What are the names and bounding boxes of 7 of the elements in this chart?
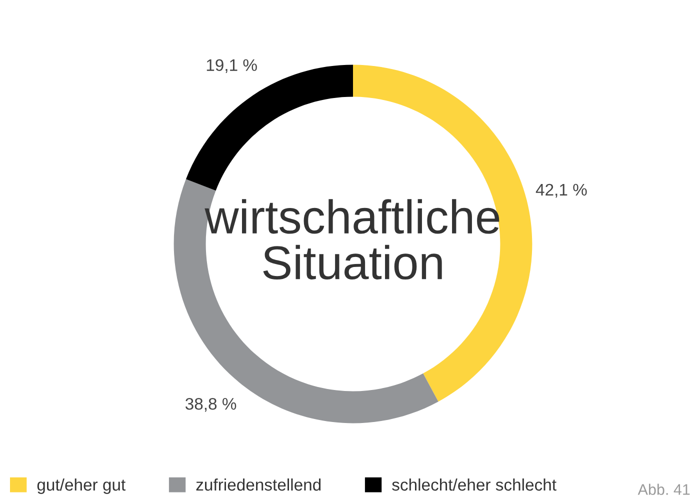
- data-label: 38,8 %: [185, 398, 236, 412]
- legend-label: zufriedenstellend: [196, 478, 321, 491]
- caption: Abb. 41: [638, 484, 690, 495]
- legend-label: gut/eher gut: [37, 478, 126, 494]
- legend-label: schlecht/eher schlecht: [392, 478, 556, 491]
- data-label: 19,1 %: [206, 59, 257, 73]
- data-label: 42,1 %: [536, 184, 587, 198]
